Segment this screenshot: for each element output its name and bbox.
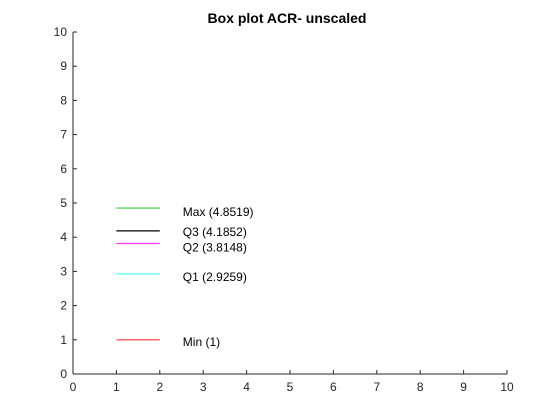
- x-tick-label: 3: [200, 380, 207, 394]
- x-tick-label: 8: [417, 380, 424, 394]
- x-tick-label: 10: [500, 380, 514, 394]
- stat-label-q1: Q1 (2.9259): [183, 270, 247, 284]
- y-tick-label: 2: [60, 299, 67, 313]
- y-tick-label: 0: [60, 367, 67, 381]
- y-tick-label: 5: [60, 196, 67, 210]
- x-tick-label: 1: [113, 380, 120, 394]
- axes: 0 1 2 3 4 5 6 7 8 9 10 0 1 2 3 4 5 6 7 8 9 10: [54, 25, 514, 394]
- y-tick-label: 4: [60, 230, 67, 244]
- x-tick-label: 9: [460, 380, 467, 394]
- x-tick-label: 0: [70, 380, 77, 394]
- stat-label-max: Max (4.8519): [183, 205, 254, 219]
- stat-label-q3: Q3 (4.1852): [183, 225, 247, 239]
- x-tick-label: 7: [373, 380, 380, 394]
- stat-label-q2: Q2 (3.8148): [183, 241, 247, 255]
- y-tick-label: 7: [60, 128, 67, 142]
- y-tick-label: 10: [54, 25, 68, 39]
- x-tick-label: 6: [330, 380, 337, 394]
- stat-lines: Max (4.8519) Q3 (4.1852) Q2 (3.8148) Q1 (2.…: [116, 205, 254, 349]
- y-tick-label: 9: [60, 59, 67, 73]
- x-tick-label: 4: [243, 380, 250, 394]
- y-tick-label: 8: [60, 93, 67, 107]
- y-tick-label: 1: [60, 333, 67, 347]
- stat-label-min: Min (1): [183, 335, 220, 349]
- y-tick-label: 3: [60, 264, 67, 278]
- chart-title: Box plot ACR- unscaled: [208, 10, 367, 26]
- x-tick-label: 5: [287, 380, 294, 394]
- y-tick-label: 6: [60, 162, 67, 176]
- x-tick-label: 2: [156, 380, 163, 394]
